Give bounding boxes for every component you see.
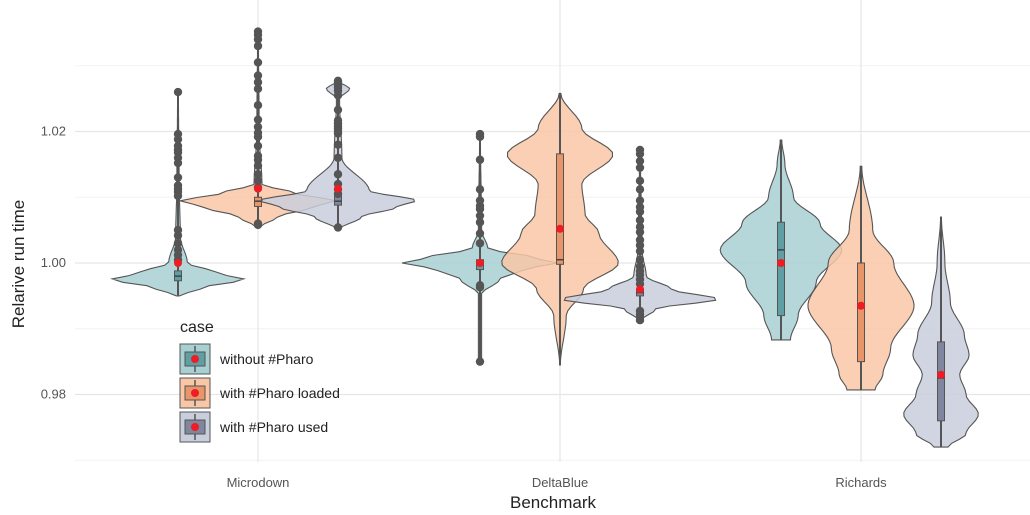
outlier-point	[333, 153, 343, 162]
legend-label: without #Pharo	[219, 351, 314, 367]
x-axis-ticks: Microdown DeltaBlue Richards	[227, 475, 888, 490]
outlier-point	[333, 116, 343, 125]
outlier-point	[173, 239, 183, 248]
box-iqr	[556, 153, 564, 265]
outlier-point	[253, 170, 263, 179]
outlier-point	[635, 156, 645, 166]
outlier-point	[635, 163, 645, 172]
legend-item: with #Pharo used	[179, 411, 328, 443]
outlier-point	[333, 140, 343, 149]
outlier-point	[333, 170, 343, 179]
outlier-point	[635, 185, 645, 194]
x-tick-label: DeltaBlue	[532, 475, 588, 490]
x-tick-label: Richards	[835, 475, 887, 490]
outlier-point	[253, 141, 263, 151]
outlier-point	[253, 27, 263, 36]
outlier-point	[253, 115, 263, 124]
outlier-point	[635, 216, 645, 225]
outlier-point	[173, 141, 183, 151]
y-tick-label: 0.98	[41, 387, 66, 402]
box-iqr	[777, 221, 785, 317]
legend-key-mean	[191, 423, 199, 431]
legend-label: with #Pharo used	[219, 419, 328, 435]
violin-group	[807, 165, 915, 391]
y-tick-label: 1.00	[41, 255, 66, 270]
mean-point	[334, 184, 342, 193]
legend-label: with #Pharo loaded	[219, 385, 340, 401]
outlier-point	[253, 151, 263, 161]
outlier-point	[635, 306, 645, 316]
legend-key-mean	[191, 389, 199, 397]
outlier-point	[253, 161, 263, 170]
legend: case without #Pharo with #Pharo loaded wit…	[179, 319, 340, 443]
outlier-point	[253, 84, 263, 93]
outlier-point	[635, 246, 645, 256]
y-axis-ticks: 0.98 1.00 1.02	[41, 124, 66, 402]
legend-item: without #Pharo	[179, 343, 314, 375]
x-tick-label: Microdown	[227, 475, 290, 490]
outlier-point	[475, 185, 485, 194]
outlier-point	[173, 87, 183, 97]
outlier-point	[253, 122, 263, 132]
outlier-point	[475, 211, 485, 220]
y-axis-title: Relarive run time	[9, 200, 28, 329]
legend-item: with #Pharo loaded	[179, 377, 340, 409]
outlier-point	[635, 196, 645, 205]
outlier-points	[173, 27, 945, 379]
outlier-point	[173, 245, 183, 255]
outlier-point	[635, 222, 645, 232]
outlier-point	[635, 235, 645, 245]
outlier-point	[635, 262, 645, 271]
legend-key-mean	[191, 355, 199, 363]
box-iqr	[857, 262, 865, 363]
outlier-point	[333, 76, 343, 86]
outlier-point	[475, 281, 485, 290]
mean-point	[937, 370, 945, 379]
outlier-point	[333, 105, 343, 115]
outlier-point	[173, 173, 183, 182]
outlier-point	[635, 176, 645, 186]
mean-point	[476, 259, 484, 267]
outlier-point	[635, 202, 645, 212]
outlier-point	[635, 145, 645, 155]
outlier-point	[173, 129, 183, 139]
x-axis-title: Benchmark	[510, 493, 596, 512]
outlier-point	[475, 155, 485, 164]
y-tick-label: 1.02	[41, 124, 66, 139]
outlier-point	[333, 223, 343, 232]
outlier-point	[173, 225, 183, 235]
violin-group	[719, 139, 843, 341]
mean-point	[556, 224, 564, 233]
outlier-point	[475, 229, 485, 238]
outlier-point	[253, 101, 263, 110]
outlier-point	[253, 71, 263, 80]
outlier-point	[475, 239, 485, 248]
outlier-point	[475, 196, 485, 205]
outlier-point	[253, 58, 263, 67]
outlier-point	[475, 129, 485, 139]
outlier-point	[253, 176, 263, 186]
outlier-point	[253, 77, 263, 87]
mean-point	[857, 301, 865, 310]
outlier-point	[253, 128, 263, 138]
outlier-point	[475, 218, 485, 227]
outlier-point	[475, 357, 485, 366]
violin-group	[903, 216, 979, 448]
outlier-point	[635, 255, 645, 264]
mean-point	[636, 285, 644, 294]
mean-point	[174, 259, 182, 267]
legend-title: case	[180, 319, 214, 336]
outlier-point	[253, 41, 263, 51]
outlier-point	[253, 219, 263, 228]
mean-point	[777, 259, 785, 267]
outlier-point	[173, 181, 183, 190]
box-iqr	[937, 341, 945, 422]
mean-point	[254, 184, 262, 193]
